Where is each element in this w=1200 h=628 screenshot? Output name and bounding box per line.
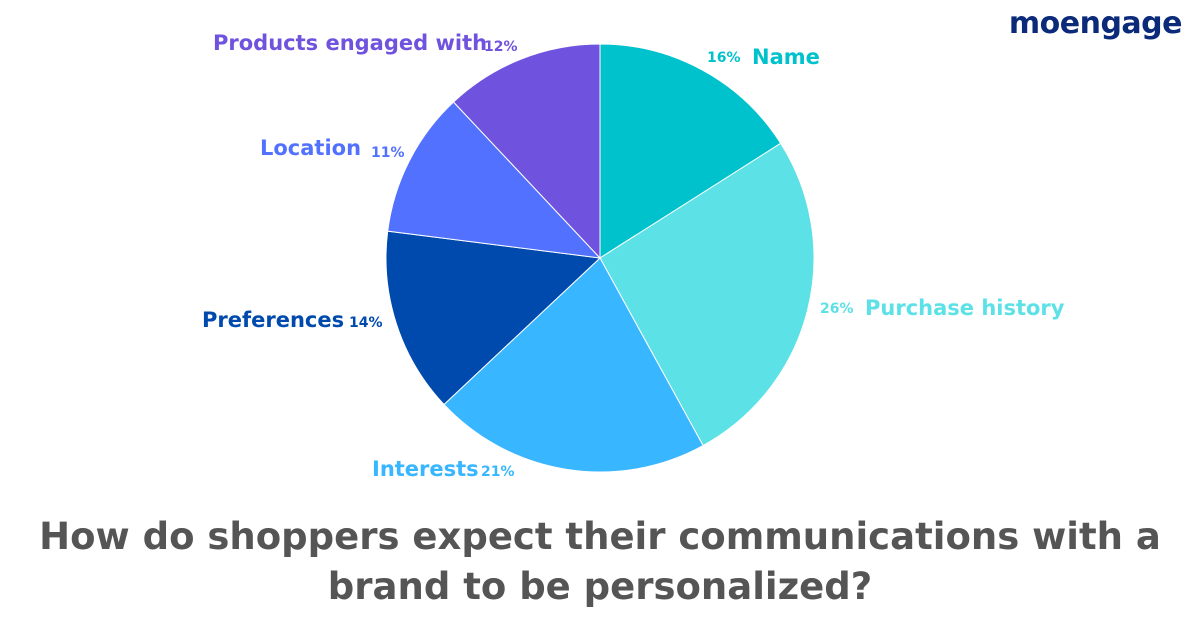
pie-slice-preferences: [385, 230, 602, 406]
pie-slice-location: [387, 101, 602, 259]
pct-label-purchase-history: 26%: [820, 301, 854, 317]
pie-slice-products-engaged-with: [452, 43, 601, 260]
slice-label-interests: Interests: [372, 457, 479, 481]
pie-slice-interests: [443, 257, 704, 473]
chart-title: How do shoppers expect their communicati…: [39, 515, 1161, 608]
slice-label-purchase-history: Purchase history: [865, 296, 1065, 320]
slice-label-preferences: Preferences: [202, 308, 345, 332]
slice-label-location: Location: [260, 136, 362, 160]
moengage-logo: moengage: [1008, 6, 1183, 41]
slice-label-name: Name: [752, 45, 820, 69]
slice-label-products-engaged-with: Products engaged with: [213, 31, 488, 55]
pct-label-products-engaged-with: 12%: [484, 39, 518, 55]
pct-label-interests: 21%: [481, 464, 515, 480]
pct-label-name: 16%: [707, 50, 741, 66]
pct-label-preferences: 14%: [349, 315, 383, 331]
pie-slice-name: [599, 43, 782, 259]
pct-label-location: 11%: [371, 145, 405, 161]
pie-slice-purchase-history: [599, 142, 815, 447]
